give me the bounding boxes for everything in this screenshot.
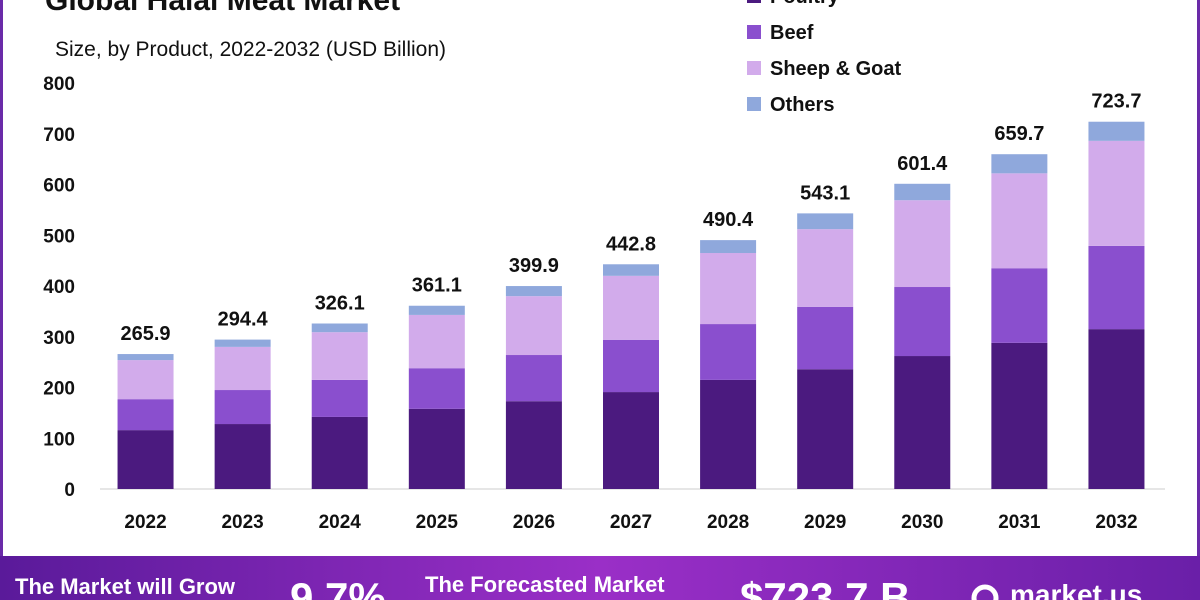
y-tick-label: 600 (43, 176, 75, 197)
legend-swatch (747, 0, 761, 3)
chart-subtitle: Size, by Product, 2022-2032 (USD Billion… (55, 38, 446, 61)
bar-segment (505, 401, 562, 489)
bar-segment (797, 229, 854, 307)
brand: market.us (1010, 579, 1142, 600)
bar-segment (311, 332, 368, 380)
frame-edge (1197, 0, 1200, 560)
bar-segment (117, 360, 174, 400)
x-tick-label: 2024 (319, 512, 362, 533)
bar-segment (408, 408, 465, 489)
bar-segment (214, 339, 271, 347)
bar-segment (214, 390, 271, 425)
bar-segment (408, 305, 465, 315)
bar-segment (1088, 121, 1145, 141)
bar-segment (311, 379, 368, 417)
bar-segment (894, 356, 951, 489)
legend-swatch (747, 97, 761, 111)
x-tick-label: 2025 (416, 512, 459, 533)
y-tick-label: 300 (43, 328, 75, 349)
bar-segment (894, 287, 951, 357)
bar-segment (311, 416, 368, 489)
banner-cagr: 9.7% (290, 574, 386, 600)
x-tick-label: 2032 (1095, 512, 1137, 533)
y-tick-label: 700 (43, 125, 75, 146)
x-tick-label: 2030 (901, 512, 943, 533)
frame-edge (0, 0, 3, 560)
y-tick-label: 400 (43, 277, 75, 298)
bar-segment (1088, 245, 1145, 330)
bar-segment (894, 183, 951, 201)
bar-segment (991, 154, 1048, 174)
bar-segment (797, 369, 854, 489)
y-tick-label: 100 (43, 429, 75, 450)
bar-segment (603, 339, 659, 393)
x-tick-label: 2022 (124, 512, 166, 533)
y-tick-label: 200 (43, 379, 75, 400)
bar-segment (1088, 329, 1145, 489)
legend-swatch (747, 61, 761, 75)
bar-segment (117, 354, 174, 361)
total-label: 490.4 (703, 209, 754, 231)
bar-segment (408, 368, 465, 409)
bar-segment (991, 268, 1048, 343)
banner-text: The Market will Grow (15, 574, 236, 599)
legend-swatch (747, 25, 761, 39)
bar-segment (603, 392, 659, 489)
bar-segment (603, 275, 659, 340)
bar-segment (117, 399, 174, 431)
legend-label: Beef (770, 22, 814, 44)
x-tick-label: 2027 (610, 512, 652, 533)
total-label: 442.8 (606, 233, 656, 255)
bar-segment (603, 264, 659, 276)
bar-segment (505, 296, 562, 356)
bar-segment (214, 346, 271, 391)
x-tick-label: 2026 (513, 512, 555, 533)
bar-segment (505, 286, 562, 297)
legend-label: Others (770, 94, 834, 116)
banner (0, 556, 1200, 600)
brand-logo (971, 584, 999, 600)
bar-segment (700, 324, 757, 380)
bar-segment (700, 253, 757, 325)
bar-segment (214, 424, 271, 489)
x-tick-label: 2029 (804, 512, 846, 533)
bar-segment (894, 200, 951, 288)
bar-segment (700, 240, 757, 254)
bar-segment (117, 430, 174, 489)
x-tick-label: 2023 (221, 512, 263, 533)
total-label: 399.9 (509, 255, 559, 277)
bar-segment (991, 342, 1048, 489)
total-label: 361.1 (412, 275, 462, 297)
total-label: 294.4 (218, 309, 269, 331)
bar-segment (700, 379, 757, 489)
total-label: 543.1 (800, 182, 850, 204)
x-tick-label: 2028 (707, 512, 749, 533)
total-label: 659.7 (994, 123, 1044, 145)
banner-text: The Forecasted Market (425, 572, 665, 597)
bar-segment (311, 323, 368, 333)
bar-segment (797, 306, 854, 370)
bar-segment (1088, 140, 1145, 246)
y-tick-label: 0 (64, 480, 75, 501)
x-tick-label: 2031 (998, 512, 1041, 533)
legend-label: Sheep & Goat (770, 58, 901, 80)
total-label: 265.9 (121, 323, 171, 345)
bar-segment (408, 314, 465, 369)
legend-label: Poultry (770, 0, 840, 8)
total-label: 723.7 (1091, 91, 1141, 113)
bar-segment (991, 173, 1048, 269)
y-tick-label: 800 (43, 74, 75, 95)
bar-segment (505, 355, 562, 402)
total-label: 601.4 (897, 153, 948, 175)
total-label: 326.1 (315, 293, 365, 315)
y-tick-label: 500 (43, 226, 75, 247)
chart-title: Global Halal Meat Market (45, 0, 400, 17)
bar-segment (797, 213, 854, 230)
banner-value: $723.7 B (740, 574, 910, 600)
